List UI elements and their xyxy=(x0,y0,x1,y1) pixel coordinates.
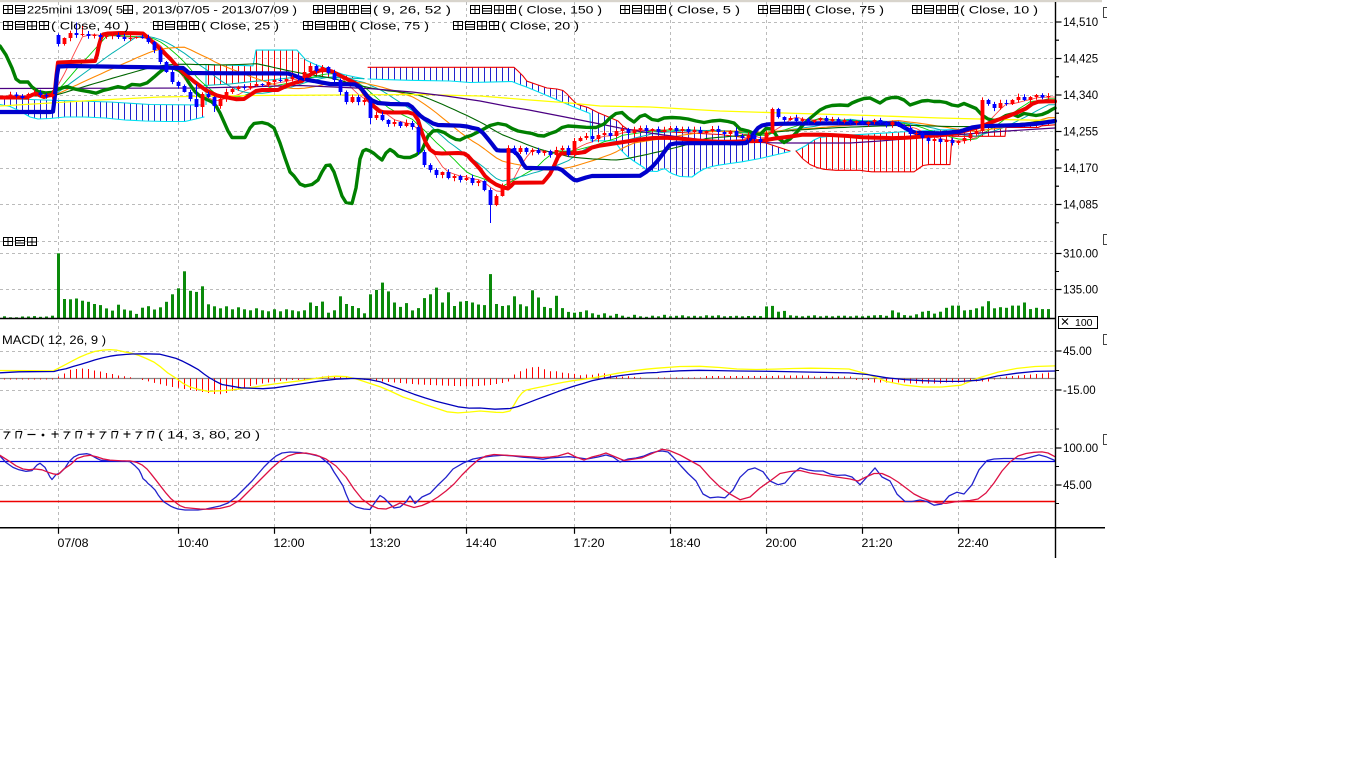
svg-text:( 9, 26, 52 ): ( 9, 26, 52 ) xyxy=(373,5,451,17)
svg-text:( Close, 75 ): ( Close, 75 ) xyxy=(806,5,884,17)
svg-text:( Close, 20 ): ( Close, 20 ) xyxy=(501,21,579,33)
svg-text:310.00: 310.00 xyxy=(1063,249,1098,261)
svg-text:18:40: 18:40 xyxy=(670,538,701,550)
svg-text:( Close, 75 ): ( Close, 75 ) xyxy=(351,21,429,33)
svg-text:10:40: 10:40 xyxy=(178,538,209,550)
svg-text:14,085: 14,085 xyxy=(1063,200,1098,212)
svg-text:14:40: 14:40 xyxy=(466,538,497,550)
svg-text:-15.00: -15.00 xyxy=(1063,385,1096,397)
svg-text:21:20: 21:20 xyxy=(862,538,893,550)
svg-text:45.00: 45.00 xyxy=(1063,346,1092,358)
svg-text:07/08: 07/08 xyxy=(58,538,89,550)
svg-text:( Close, 150 ): ( Close, 150 ) xyxy=(518,5,602,17)
svg-text:( Close, 25 ): ( Close, 25 ) xyxy=(201,21,279,33)
svg-text:22:40: 22:40 xyxy=(958,538,989,550)
svg-text:14,255: 14,255 xyxy=(1063,127,1098,139)
svg-text:MACD( 12, 26, 9 ): MACD( 12, 26, 9 ) xyxy=(2,333,106,347)
svg-text:45.00: 45.00 xyxy=(1063,480,1092,492)
svg-text:( Close, 10 ): ( Close, 10 ) xyxy=(960,5,1038,17)
svg-text:100: 100 xyxy=(1075,317,1093,329)
svg-text:14,340: 14,340 xyxy=(1063,90,1098,102)
svg-text:20:00: 20:00 xyxy=(766,538,797,550)
svg-text:13:20: 13:20 xyxy=(370,538,401,550)
svg-text:14,425: 14,425 xyxy=(1063,54,1098,66)
svg-text:225mini 13/09( 5: 225mini 13/09( 5 xyxy=(27,5,123,17)
svg-text:( 14, 3, 80, 20 ): ( 14, 3, 80, 20 ) xyxy=(158,430,260,442)
svg-text:12:00: 12:00 xyxy=(274,538,305,550)
svg-text:, 2013/07/05 - 2013/07/09 ): , 2013/07/05 - 2013/07/09 ) xyxy=(135,5,297,17)
svg-text:17:20: 17:20 xyxy=(574,538,605,550)
svg-text:14,170: 14,170 xyxy=(1063,163,1098,175)
svg-text:100.00: 100.00 xyxy=(1063,443,1098,455)
svg-text:( Close, 40 ): ( Close, 40 ) xyxy=(51,21,129,33)
svg-text:( Close, 5 ): ( Close, 5 ) xyxy=(668,5,740,17)
svg-text:135.00: 135.00 xyxy=(1063,285,1098,297)
svg-text:14,510: 14,510 xyxy=(1063,17,1098,29)
